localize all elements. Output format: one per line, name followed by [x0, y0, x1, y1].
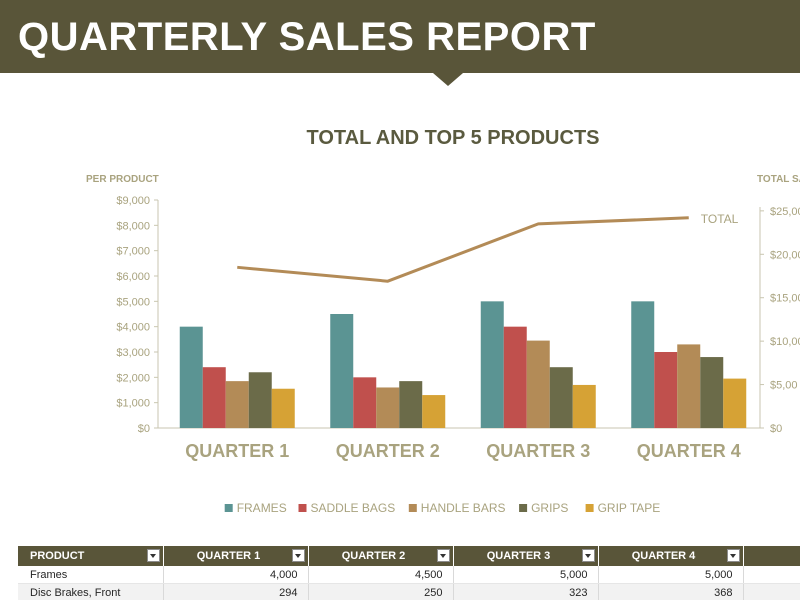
sales-table: PRODUCT QUARTER 1 QUARTER 2 QUARTER 3 QU…	[18, 546, 800, 600]
bar-saddle-bags	[503, 326, 527, 428]
y2-tick-label: $25,00	[770, 206, 800, 218]
total-cell[interactable]	[743, 566, 800, 584]
y2-tick-label: $10,00	[770, 336, 800, 348]
product-cell[interactable]: Frames	[18, 566, 164, 584]
bar-frames	[330, 314, 354, 428]
bar-grip-tape	[271, 388, 295, 428]
chart-svg: TOTAL AND TOP 5 PRODUCTS PER PRODUCT TOT…	[86, 127, 800, 515]
bar-frames	[480, 301, 504, 428]
quarter-1-cell[interactable]: 294	[163, 583, 309, 600]
legend-swatch	[585, 504, 594, 512]
bar-saddle-bags	[353, 377, 377, 428]
filter-dropdown-icon[interactable]	[581, 549, 595, 562]
legend-label: SADDLE BAGS	[311, 501, 396, 515]
column-header-product[interactable]: PRODUCT	[18, 546, 164, 566]
y2-axis-title: TOTAL SA	[757, 174, 800, 185]
bar-grips	[399, 381, 423, 428]
y-tick-label: $0	[138, 423, 150, 435]
report-banner: QUARTERLY SALES REPORT	[0, 0, 800, 73]
bar-frames	[631, 301, 655, 428]
banner-pointer	[433, 73, 463, 86]
column-header-label: QUARTER 3	[486, 550, 551, 562]
quarter-2-cell[interactable]: 250	[308, 583, 454, 600]
sales-table-container: PRODUCT QUARTER 1 QUARTER 2 QUARTER 3 QU…	[18, 546, 800, 600]
legend-swatch	[519, 504, 528, 512]
y-tick-label: $9,000	[116, 195, 150, 207]
x-category-label: QUARTER 2	[336, 441, 440, 461]
chart-title: TOTAL AND TOP 5 PRODUCTS	[307, 127, 600, 149]
y2-tick-label: $5,00	[770, 380, 798, 392]
legend-label: GRIPS	[531, 501, 568, 515]
column-header-quarter-2[interactable]: QUARTER 2	[308, 546, 454, 566]
bar-frames	[179, 326, 203, 428]
total-line	[237, 216, 689, 283]
bar-saddle-bags	[202, 367, 226, 428]
column-header-total[interactable]: T	[743, 546, 800, 566]
column-header-quarter-1[interactable]: QUARTER 1	[163, 546, 309, 566]
x-category-label: QUARTER 4	[637, 441, 741, 461]
column-header-label: PRODUCT	[30, 550, 85, 562]
x-category-label: QUARTER 1	[185, 441, 289, 461]
quarter-3-cell[interactable]: 323	[453, 583, 599, 600]
legend-swatch	[224, 504, 233, 512]
bar-grip-tape	[572, 384, 596, 428]
bar-saddle-bags	[654, 352, 678, 428]
quarter-4-cell[interactable]: 5,000	[598, 566, 744, 584]
bar-grips	[700, 357, 724, 428]
column-header-quarter-3[interactable]: QUARTER 3	[453, 546, 599, 566]
legend-label: GRIP TAPE	[598, 501, 661, 515]
bar-grip-tape	[723, 378, 747, 428]
quarter-4-cell[interactable]: 368	[598, 583, 744, 600]
y2-tick-label: $15,00	[770, 293, 800, 305]
table-row[interactable]: Disc Brakes, Front 294 250 323 368	[18, 583, 800, 600]
bar-handle-bars	[526, 340, 550, 428]
bar-grips	[549, 367, 573, 428]
table-header-row: PRODUCT QUARTER 1 QUARTER 2 QUARTER 3 QU…	[18, 546, 800, 566]
bar-handle-bars	[376, 387, 400, 428]
quarter-3-cell[interactable]: 5,000	[453, 566, 599, 584]
y-tick-label: $5,000	[116, 296, 150, 308]
column-header-label: T	[748, 546, 800, 566]
y2-tick-label: $0	[770, 423, 782, 435]
y-tick-label: $2,000	[116, 372, 150, 384]
filter-dropdown-icon[interactable]	[291, 549, 305, 562]
column-header-quarter-4[interactable]: QUARTER 4	[598, 546, 744, 566]
total-line-label: TOTAL	[701, 212, 739, 226]
filter-dropdown-icon[interactable]	[726, 549, 740, 562]
legend-swatch	[408, 504, 417, 512]
legend-label: FRAMES	[237, 501, 287, 515]
column-header-label: QUARTER 2	[341, 550, 406, 562]
report-title: QUARTERLY SALES REPORT	[18, 15, 596, 59]
quarter-2-cell[interactable]: 4,500	[308, 566, 454, 584]
plot-area: $0 $1,000 $2,000 $3,000 $4,000 $5,000 $6,000 $7…	[116, 195, 800, 515]
bar-grip-tape	[422, 395, 446, 428]
product-cell[interactable]: Disc Brakes, Front	[18, 583, 164, 600]
y-tick-label: $4,000	[116, 322, 150, 334]
x-category-label: QUARTER 3	[486, 441, 590, 461]
legend-swatch	[298, 504, 307, 512]
bar-grips	[248, 372, 272, 428]
y2-tick-label: $20,00	[770, 249, 800, 261]
legend-label: HANDLE BARS	[421, 501, 506, 515]
bar-handle-bars	[225, 381, 249, 428]
y-axis-title: PER PRODUCT	[86, 174, 159, 185]
quarter-1-cell[interactable]: 4,000	[163, 566, 309, 584]
y-tick-label: $7,000	[116, 246, 150, 258]
y-tick-label: $3,000	[116, 347, 150, 359]
filter-dropdown-icon[interactable]	[146, 549, 160, 562]
y-tick-label: $6,000	[116, 271, 150, 283]
y-tick-label: $8,000	[116, 220, 150, 232]
bar-handle-bars	[677, 344, 701, 428]
filter-dropdown-icon[interactable]	[436, 549, 450, 562]
column-header-label: QUARTER 1	[196, 550, 261, 562]
sales-chart[interactable]: TOTAL AND TOP 5 PRODUCTS PER PRODUCT TOT…	[0, 100, 800, 540]
total-cell[interactable]	[743, 583, 800, 600]
table-row[interactable]: Frames 4,000 4,500 5,000 5,000	[18, 566, 800, 584]
column-header-label: QUARTER 4	[631, 550, 696, 562]
y-tick-label: $1,000	[116, 398, 150, 410]
